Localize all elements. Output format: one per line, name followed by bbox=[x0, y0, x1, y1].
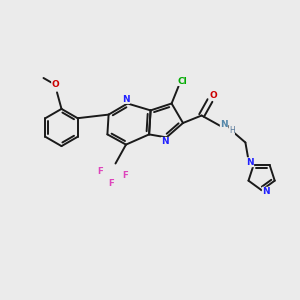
Text: N: N bbox=[246, 158, 254, 167]
Text: Cl: Cl bbox=[177, 76, 187, 85]
Text: N: N bbox=[220, 120, 228, 129]
Text: F: F bbox=[109, 178, 115, 188]
Text: N: N bbox=[161, 137, 169, 146]
Text: H: H bbox=[229, 126, 235, 135]
Text: F: F bbox=[122, 171, 128, 180]
Text: O: O bbox=[209, 91, 217, 100]
Text: O: O bbox=[52, 80, 59, 89]
Text: F: F bbox=[98, 167, 103, 176]
Text: N: N bbox=[122, 94, 130, 103]
Text: N: N bbox=[262, 187, 270, 196]
